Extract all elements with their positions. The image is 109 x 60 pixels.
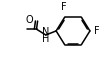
Text: H: H xyxy=(42,34,49,44)
Text: O: O xyxy=(26,15,33,25)
Text: F: F xyxy=(61,2,67,12)
Text: N: N xyxy=(42,27,49,37)
Text: F: F xyxy=(94,26,100,36)
